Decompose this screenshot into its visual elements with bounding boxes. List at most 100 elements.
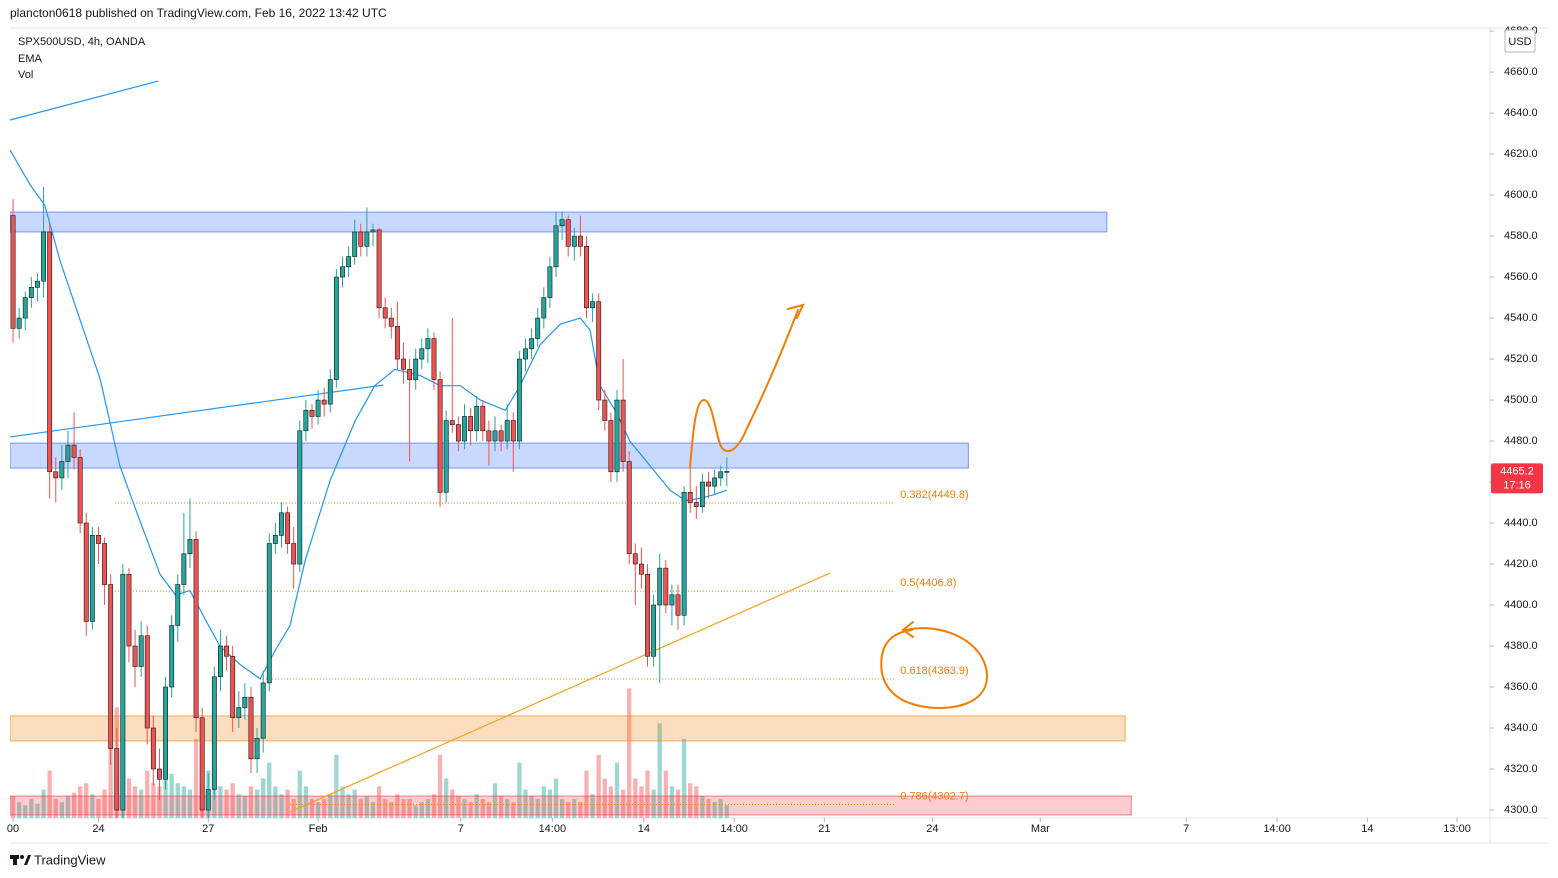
volume-bar: [590, 794, 595, 818]
candle-body: [401, 358, 406, 370]
volume-bar: [236, 794, 241, 818]
candle-body: [333, 276, 339, 380]
volume-bar: [425, 799, 431, 818]
volume-bar: [681, 739, 687, 818]
zone: [10, 795, 1132, 816]
candle-body: [41, 231, 46, 282]
volume-bar: [663, 770, 668, 818]
x-tick-label: 13:00: [1443, 823, 1471, 835]
volume-bar: [505, 799, 510, 818]
volume-bar: [584, 770, 589, 818]
volume-bar: [23, 805, 28, 818]
x-tick-label: 14:00: [1263, 823, 1291, 835]
candle-body: [157, 768, 162, 780]
y-tick-label: 4620.0: [1504, 148, 1538, 160]
volume-bar: [431, 794, 437, 818]
candle-body: [651, 604, 657, 657]
candle-body: [413, 358, 419, 380]
candle-body: [407, 368, 413, 380]
volume-bar: [157, 786, 162, 818]
candle-body: [297, 430, 303, 565]
indicator: Vol: [18, 69, 33, 81]
volume-bar: [303, 786, 309, 818]
volume-bar: [65, 795, 71, 818]
candle-body: [626, 461, 632, 555]
candle-body: [291, 543, 297, 565]
candle-body: [199, 717, 205, 811]
candle-body: [645, 573, 650, 657]
candle-body: [346, 256, 352, 268]
candle-body: [535, 317, 541, 339]
x-tick-label: 14: [1361, 823, 1373, 835]
y-tick-label: 4540.0: [1504, 312, 1538, 324]
candle-body: [10, 215, 16, 329]
trendline: [10, 384, 384, 438]
candle-body: [724, 471, 730, 473]
volume-bar: [41, 789, 46, 818]
volume-bar: [645, 770, 650, 818]
volume-bar: [358, 799, 363, 818]
candle-body: [468, 416, 474, 432]
volume-bar: [578, 802, 583, 818]
volume-bar: [218, 786, 223, 818]
volume-bar: [47, 770, 52, 818]
volume-bar: [474, 794, 479, 818]
volume-bar: [175, 783, 180, 818]
candle-body: [443, 420, 449, 493]
volume-bar: [291, 799, 296, 818]
candle-body: [279, 512, 284, 536]
volume-bar: [322, 799, 327, 818]
volume-bar: [328, 794, 333, 818]
candle-body: [47, 231, 53, 473]
candle-body: [718, 471, 724, 479]
volume-bar: [145, 770, 150, 818]
x-tick-label: Mar: [1031, 823, 1050, 835]
volume-bar: [657, 723, 662, 818]
candle-body: [529, 338, 535, 350]
candle-body: [309, 409, 315, 417]
candle-body: [577, 235, 583, 247]
volume-bar: [132, 786, 138, 818]
volume-bar: [450, 789, 455, 818]
volume-bar: [53, 799, 58, 818]
volume-bar: [468, 802, 473, 818]
candle-body: [218, 645, 223, 678]
volume-bar: [675, 789, 681, 818]
candle-body: [169, 625, 175, 688]
volume-bar: [639, 786, 644, 818]
volume-bar: [602, 778, 607, 818]
candle-body: [327, 379, 333, 405]
volume-bar: [480, 799, 485, 818]
currency-box: [1504, 29, 1536, 53]
candle-body: [285, 512, 291, 544]
volume-bar: [529, 795, 534, 818]
volume-bar: [383, 799, 388, 818]
y-tick-label: 4400.0: [1504, 599, 1538, 611]
volume-bar: [712, 802, 717, 818]
candle-body: [693, 502, 699, 507]
candle-body: [266, 543, 272, 684]
candle-body: [632, 553, 638, 565]
volume-bar: [700, 795, 705, 818]
candle-body: [150, 727, 156, 770]
volume-bar: [242, 795, 248, 818]
arrow-head: [787, 303, 805, 319]
candle-body: [608, 420, 614, 473]
axes: 4300.0 4320.0 4340.0 4360.0 4380.0 4400.0 4420…: [7, 25, 1543, 835]
x-tick-label: 24: [92, 823, 104, 835]
candle-body: [59, 461, 65, 479]
candle-body: [35, 280, 40, 288]
candle-body: [712, 477, 718, 487]
volume-bar: [370, 802, 376, 818]
candle-body: [657, 567, 663, 606]
candle-body: [474, 405, 480, 432]
volume-bar: [71, 792, 77, 818]
candle-body: [602, 399, 608, 421]
volume-bar: [90, 794, 95, 818]
candle-body: [53, 471, 59, 479]
plot: 0.382(4449.8) 0.5(4406.8) 0.618(4363.9) 0.7…: [10, 80, 1132, 818]
candle-body: [187, 539, 193, 555]
candle-body: [108, 584, 114, 749]
y-tick-label: 4640.0: [1504, 107, 1538, 119]
